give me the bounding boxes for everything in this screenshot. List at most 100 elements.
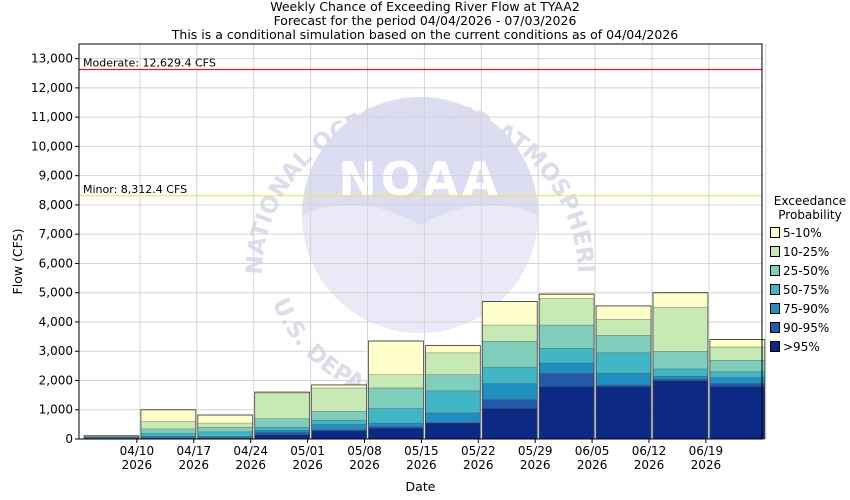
bar-segment bbox=[596, 352, 651, 374]
bar-segment bbox=[368, 374, 424, 388]
bar-segment bbox=[709, 346, 765, 360]
bar-segment bbox=[539, 373, 595, 387]
legend-title-line2: Probability bbox=[778, 208, 842, 222]
legend-label: 90-95% bbox=[783, 321, 830, 335]
bar-segment bbox=[254, 430, 310, 433]
legend-item: 5-10% bbox=[770, 226, 822, 240]
x-tick-label-date: 06/19 bbox=[689, 444, 724, 458]
watermark-logo-text: NOAA bbox=[338, 152, 502, 206]
bar-segment bbox=[539, 298, 595, 325]
bar-segment bbox=[596, 319, 651, 336]
bar-segment bbox=[311, 429, 367, 431]
bar-segment bbox=[311, 424, 367, 430]
bar-segment bbox=[84, 437, 139, 439]
legend: Exceedance Probability 5-10% 10-25% 25-50%… bbox=[770, 194, 850, 354]
x-tick-label-date: 05/08 bbox=[347, 444, 382, 458]
legend-label: 10-25% bbox=[783, 245, 830, 259]
y-tick-label: 10,000 bbox=[31, 139, 73, 153]
bar-segment bbox=[254, 432, 310, 435]
x-tick-label-year: 2026 bbox=[122, 458, 153, 472]
x-tick-label-date: 06/05 bbox=[575, 444, 610, 458]
bar-segment bbox=[197, 415, 253, 423]
bar-segment bbox=[197, 431, 253, 437]
bar-segment bbox=[653, 292, 708, 308]
legend-item: 50-75% bbox=[770, 283, 829, 297]
y-tick-label: 12,000 bbox=[31, 81, 73, 95]
bar-segment bbox=[140, 436, 196, 438]
bar-segment bbox=[140, 437, 196, 439]
legend-item: >95% bbox=[770, 340, 820, 354]
bar-segment bbox=[311, 430, 367, 439]
y-tick-label: 2,000 bbox=[39, 373, 73, 387]
legend-item: 75-90% bbox=[770, 302, 829, 316]
x-tick-label-date: 05/22 bbox=[461, 444, 496, 458]
threshold-label: Moderate: 12,629.4 CFS bbox=[83, 56, 216, 69]
bar-segment bbox=[653, 380, 708, 439]
bar-segment bbox=[653, 351, 708, 369]
bar-segment bbox=[482, 399, 538, 409]
legend-swatch bbox=[770, 246, 780, 257]
bar-segment bbox=[140, 421, 196, 429]
bar-segment bbox=[197, 437, 253, 439]
bar-segment bbox=[140, 433, 196, 437]
bar-segment bbox=[709, 339, 765, 347]
watermark-gull bbox=[302, 97, 538, 225]
chart-subtitle-period: Forecast for the period 04/04/2026 - 07/… bbox=[273, 13, 577, 28]
legend-item: 25-50% bbox=[770, 264, 829, 278]
y-tick-label: 5,000 bbox=[39, 286, 73, 300]
bar-segment bbox=[482, 383, 538, 400]
y-tick-label: 11,000 bbox=[31, 110, 73, 124]
x-tick-label-date: 06/12 bbox=[632, 444, 667, 458]
x-tick-label-year: 2026 bbox=[577, 458, 608, 472]
y-tick-label: 13,000 bbox=[31, 52, 73, 66]
legend-swatch bbox=[770, 265, 780, 276]
bar-segment bbox=[539, 386, 595, 439]
chart-titles: Weekly Chance of Exceeding River Flow at… bbox=[0, 0, 850, 42]
bar-segment bbox=[368, 426, 424, 428]
bar-segment bbox=[368, 427, 424, 439]
bar-segment bbox=[653, 307, 708, 352]
bar-segment bbox=[709, 383, 765, 387]
bar-segment bbox=[425, 374, 481, 391]
bar-segment bbox=[482, 324, 538, 341]
y-tick-label: 7,000 bbox=[39, 227, 73, 241]
x-tick-label-date: 05/15 bbox=[404, 444, 439, 458]
x-tick-label-date: 04/17 bbox=[177, 444, 212, 458]
bar-segment bbox=[254, 434, 310, 439]
bar-segment bbox=[311, 384, 367, 388]
x-tick-label-date: 04/10 bbox=[120, 444, 155, 458]
y-tick-label: 8,000 bbox=[39, 198, 73, 212]
bar-segment bbox=[197, 422, 253, 428]
bar-segment bbox=[596, 373, 651, 385]
threshold-label: Minor: 8,312.4 CFS bbox=[83, 183, 187, 196]
legend-swatch bbox=[770, 284, 780, 295]
bar-segment bbox=[368, 387, 424, 409]
bar-segment bbox=[425, 390, 481, 413]
x-tick-label-date: 05/01 bbox=[290, 444, 325, 458]
x-tick-label-year: 2026 bbox=[463, 458, 494, 472]
bar-segment bbox=[425, 422, 481, 439]
bar-segment bbox=[197, 436, 253, 438]
x-tick-label-year: 2026 bbox=[406, 458, 437, 472]
legend-item: 10-25% bbox=[770, 245, 829, 259]
x-tick-label-date: 04/24 bbox=[233, 444, 268, 458]
bar-segment bbox=[197, 427, 253, 432]
bar-segment bbox=[709, 386, 765, 439]
y-tick-label: 4,000 bbox=[39, 315, 73, 329]
bar-segment bbox=[368, 408, 424, 423]
legend-label: 50-75% bbox=[783, 283, 830, 297]
bar-segment bbox=[254, 427, 310, 431]
x-tick-label-year: 2026 bbox=[349, 458, 380, 472]
legend-label: 5-10% bbox=[783, 226, 822, 240]
bar-segment bbox=[254, 392, 310, 394]
legend-item: 90-95% bbox=[770, 321, 829, 335]
bar-segment bbox=[482, 301, 538, 325]
x-tick-label-year: 2026 bbox=[520, 458, 551, 472]
bar-segment bbox=[653, 368, 708, 377]
legend-label: >95% bbox=[783, 340, 820, 354]
x-axis-label: Date bbox=[406, 479, 436, 494]
bar-segment bbox=[539, 294, 595, 299]
bar-segment bbox=[653, 379, 708, 381]
bar-segment bbox=[482, 340, 538, 368]
